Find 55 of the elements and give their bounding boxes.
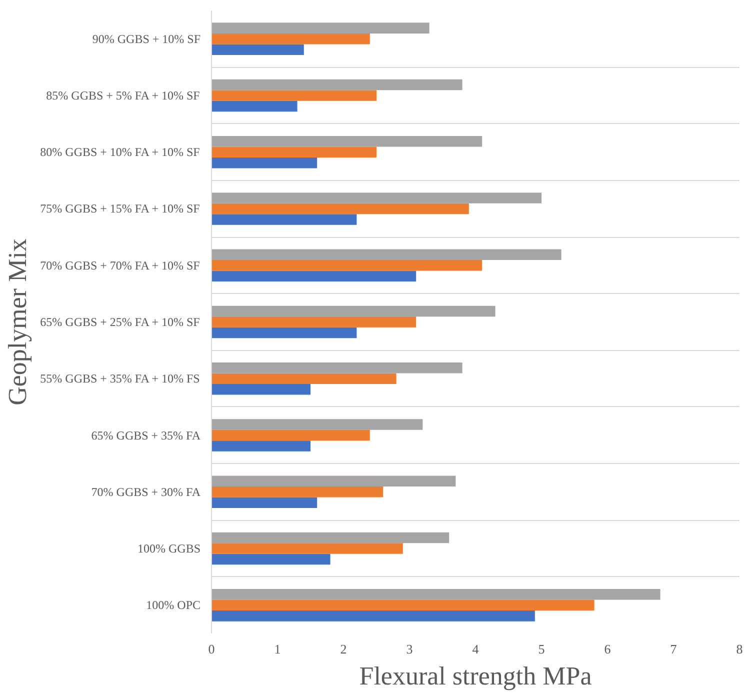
bar <box>212 90 376 101</box>
bar <box>212 476 456 487</box>
y-axis-title: Geoplymer Mix <box>3 238 32 406</box>
bar <box>212 33 370 44</box>
bar <box>212 373 396 384</box>
x-tick-label: 0 <box>208 642 215 656</box>
x-tick-label: 8 <box>736 642 743 656</box>
y-tick-label: 70% GGBS + 30% FA <box>91 484 201 499</box>
bar <box>212 486 384 498</box>
bar <box>212 384 310 395</box>
bar <box>212 532 450 544</box>
bar <box>212 327 357 338</box>
bar <box>212 600 594 611</box>
x-axis-title: Flexural strength MPa <box>359 662 592 690</box>
y-tick-label: 80% GGBS + 10% FA + 10% SF <box>40 145 200 160</box>
y-tick-label: 90% GGBS + 10% SF <box>92 32 201 46</box>
bar <box>212 100 298 112</box>
bar <box>212 270 416 282</box>
y-tick-label: 65% GGBS + 35% FA <box>91 428 201 442</box>
bar <box>212 146 376 158</box>
x-tick-label: 4 <box>472 642 480 656</box>
bar <box>212 203 469 214</box>
x-tick-label: 3 <box>406 642 413 656</box>
bar <box>212 249 562 260</box>
x-tick-label: 2 <box>340 642 347 656</box>
x-tick-label: 7 <box>670 642 678 656</box>
bar <box>212 543 403 554</box>
y-tick-label: 85% GGBS + 5% FA + 10% SF <box>46 88 200 102</box>
bar <box>212 260 482 271</box>
bar <box>212 440 310 452</box>
y-tick-label: 55% GGBS + 35% FA + 10% FS <box>40 372 200 386</box>
y-tick-label: 65% GGBS + 25% FA + 10% SF <box>40 315 200 329</box>
bar <box>212 79 462 90</box>
y-tick-label: 100% GGBS <box>137 542 201 556</box>
bar <box>212 157 318 168</box>
bar <box>212 589 660 600</box>
bar <box>212 192 542 204</box>
bar <box>212 306 496 317</box>
x-tick-label: 1 <box>274 642 281 656</box>
bar <box>212 430 370 441</box>
bar <box>212 22 430 34</box>
bar <box>212 316 416 328</box>
y-tick-label: 100% OPC <box>146 598 201 612</box>
bar <box>212 497 318 508</box>
bar <box>212 214 357 225</box>
bar <box>212 44 304 55</box>
y-tick-label: 75% GGBS + 15% FA + 10% SF <box>40 202 200 216</box>
y-tick-label: 70% GGBS + 70% FA + 10% SF <box>40 258 200 272</box>
bar <box>212 610 535 622</box>
bar <box>212 362 462 374</box>
bar <box>212 554 330 565</box>
x-tick-label: 6 <box>604 642 612 656</box>
bar <box>212 136 482 147</box>
bar <box>212 419 423 430</box>
x-tick-label: 5 <box>538 642 545 656</box>
